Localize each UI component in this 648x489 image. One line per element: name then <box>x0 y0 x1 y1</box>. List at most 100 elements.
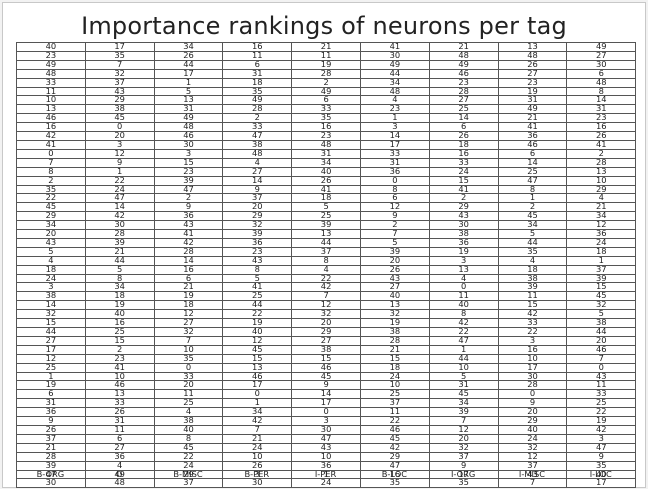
table-cell: 40 <box>291 166 361 177</box>
table-cell: 38 <box>359 327 430 337</box>
table-cell: 27 <box>84 442 155 453</box>
table-cell: 36 <box>359 166 430 177</box>
table-cell: 33 <box>153 371 224 382</box>
table-cell: 7 <box>291 291 361 302</box>
table-cell: 36 <box>222 237 293 248</box>
table-cell: 17 <box>359 139 430 150</box>
table-cell: 37 <box>291 246 361 257</box>
table-cell: 25 <box>16 362 86 373</box>
table-cell: 28 <box>84 229 155 239</box>
table-cell: 34 <box>291 157 361 168</box>
table-cell: 20 <box>222 202 293 213</box>
table-cell: 8 <box>291 255 361 266</box>
table-cell: 44 <box>222 300 293 311</box>
table-row: 35 24 47 9 41 8 41 8 29 <box>16 184 637 195</box>
table-cell: 14 <box>222 175 293 186</box>
table-cell: 41 <box>16 139 86 150</box>
table-cell: 6 <box>222 59 293 70</box>
table-cell: 20 <box>359 255 430 266</box>
table-cell: 16 <box>222 42 293 52</box>
table-cell: 48 <box>497 50 568 61</box>
table-cell: 2 <box>359 220 430 231</box>
table-cell: 17 <box>84 42 155 52</box>
table-cell: 40 <box>497 424 568 435</box>
table-cell: 28 <box>153 246 224 257</box>
table-cell: 20 <box>428 433 499 444</box>
table-cell: 49 <box>428 59 499 70</box>
table-cell: 14 <box>291 389 361 400</box>
table-cell: 42 <box>497 309 568 320</box>
table-cell: 7 <box>566 353 637 364</box>
table-cell: 38 <box>428 229 499 239</box>
table-cell: 6 <box>566 68 637 79</box>
table-cell: 27 <box>16 335 86 346</box>
table-cell: 27 <box>359 282 430 293</box>
table-cell: 0 <box>84 122 155 133</box>
table-cell: 37 <box>16 433 86 444</box>
table-cell: 47 <box>222 131 293 141</box>
table-cell: 40 <box>222 327 293 337</box>
table-cell: 43 <box>222 255 293 266</box>
table-row: 36 26 4 34 0 11 39 20 22 <box>16 407 637 418</box>
table-cell: 28 <box>16 451 86 462</box>
table-cell: 38 <box>16 291 86 302</box>
table-cell: 44 <box>497 237 568 248</box>
table-cell: 34 <box>359 77 430 88</box>
table-cell: 9 <box>497 398 568 409</box>
table-row: 12 23 35 15 15 15 44 10 7 <box>16 353 637 364</box>
table-cell: 44 <box>153 59 224 70</box>
table-cell: 1 <box>16 371 86 382</box>
table-row: 31 33 25 1 17 37 34 9 25 <box>16 398 637 409</box>
table-cell: 32 <box>291 309 361 320</box>
table-cell: 20 <box>153 380 224 391</box>
table-cell: 49 <box>566 42 637 52</box>
table-cell: 41 <box>428 184 499 195</box>
table-cell: 21 <box>497 113 568 124</box>
table-cell: 18 <box>153 300 224 311</box>
table-cell: 7 <box>497 478 568 489</box>
table-cell: 36 <box>566 229 637 239</box>
table-cell: 14 <box>359 131 430 141</box>
table-cell: 35 <box>359 478 430 489</box>
table-cell: 30 <box>16 478 86 489</box>
table-cell: 47 <box>566 442 637 453</box>
table-cell: 15 <box>291 353 361 364</box>
table-cell: 2 <box>566 148 637 159</box>
table-cell: 43 <box>16 237 86 248</box>
table-cell: 29 <box>291 327 361 337</box>
table-row: 11 43 5 35 49 48 28 19 8 <box>16 86 637 97</box>
table-cell: 27 <box>153 318 224 328</box>
table-cell: 15 <box>84 335 155 346</box>
table-cell: 22 <box>222 309 293 320</box>
table-cell: 24 <box>428 166 499 177</box>
table-cell: 46 <box>84 380 155 391</box>
table-cell: 11 <box>566 380 637 391</box>
table-cell: 32 <box>428 442 499 453</box>
table-cell: 33 <box>359 148 430 159</box>
table-cell: 6 <box>497 148 568 159</box>
table-cell: 4 <box>428 273 499 284</box>
table-cell: 45 <box>566 291 637 302</box>
table-cell: 34 <box>153 42 224 52</box>
table-cell: 10 <box>428 362 499 373</box>
table-cell: 15 <box>359 353 430 364</box>
table-cell: 38 <box>497 273 568 284</box>
table-cell: 21 <box>84 246 155 257</box>
table-cell: 22 <box>16 193 86 204</box>
table-cell: 12 <box>291 300 361 311</box>
table-cell: 42 <box>566 424 637 435</box>
table-cell: 23 <box>291 131 361 141</box>
table-cell: 26 <box>291 175 361 186</box>
table-cell: 2 <box>153 193 224 204</box>
table-row: 7 9 15 4 34 31 33 14 28 <box>16 157 637 168</box>
table-cell: 6 <box>428 122 499 133</box>
table-cell: 5 <box>153 86 224 97</box>
table-cell: 44 <box>566 327 637 337</box>
table-cell: 49 <box>16 59 86 70</box>
table-row: 17 2 10 45 38 21 1 16 46 <box>16 344 637 355</box>
table-cell: 0 <box>153 362 224 373</box>
table-cell: 2 <box>16 175 86 186</box>
table-cell: 28 <box>497 380 568 391</box>
table-cell: 22 <box>428 327 499 337</box>
table-cell: 5 <box>497 229 568 239</box>
